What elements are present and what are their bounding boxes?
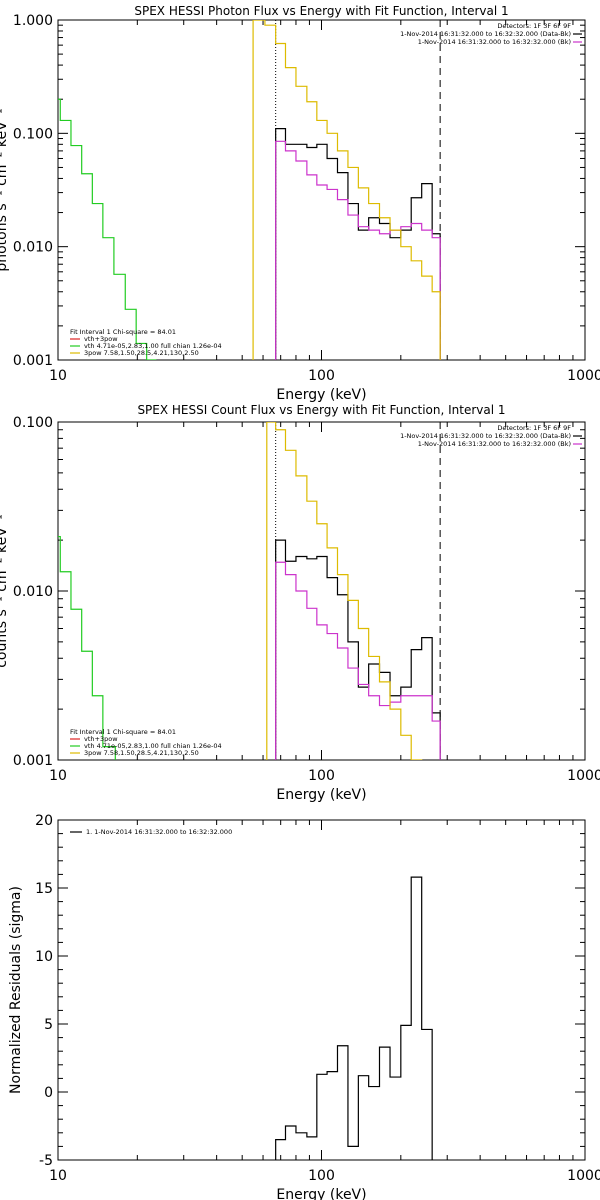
fit-legend-item: 3pow 7.58,1.50,28.5,4.21,130,2.50 xyxy=(84,349,199,357)
y-axis: 0.001 0.010 0.100 1.000 xyxy=(13,13,585,369)
fit-legend-item: vth+3pow xyxy=(84,735,118,743)
fit-legend-header: Fit Interval 1 Chi-square = 84.01 xyxy=(70,328,176,336)
x-axis: 10 100 1000 xyxy=(49,820,600,1184)
y-tick-label: 0.010 xyxy=(13,240,53,256)
chart-title: SPEX HESSI Photon Flux vs Energy with Fi… xyxy=(134,4,508,18)
fit-legend-item: 3pow 7.58,1.50,28.5,4.21,130,2.50 xyxy=(84,749,199,757)
y-axis-label: Normalized Residuals (sigma) xyxy=(8,886,24,1094)
y-tick-label: 20 xyxy=(35,813,53,829)
fit-legend-item: vth 4.71e-05,2.83,1.00 full chian 1.26e-… xyxy=(84,342,222,350)
x-tick-label: 100 xyxy=(308,768,335,784)
y-axis: 0.001 0.010 0.100 xyxy=(13,415,585,769)
y-tick-label: 0.001 xyxy=(13,353,53,369)
y-axis: -5 0 5 10 15 20 xyxy=(35,813,585,1169)
y-tick-label: 0.100 xyxy=(13,415,53,431)
x-axis-label: Energy (keV) xyxy=(276,1187,366,1200)
series-vth xyxy=(58,98,157,360)
fit-legend-item: vth 4.71e-05,2.83,1.00 full chian 1.26e-… xyxy=(84,742,222,750)
bottom-legend: Fit Interval 1 Chi-square = 84.01vth+3po… xyxy=(70,328,222,357)
legend-item-label: 1-Nov-2014 16:31:32.000 to 16:32:32.000 … xyxy=(418,38,571,46)
plot-frame xyxy=(57,19,586,361)
plot-frame xyxy=(57,421,586,761)
chart-panel-3: 10 100 1000 Energy (keV) -5 0 5 10 15 20 Normalize… xyxy=(8,813,600,1200)
top-legend: Detectors: 1F 3F 6F 9F1-Nov-2014 16:31:3… xyxy=(400,424,582,448)
plot-frame xyxy=(57,819,586,1161)
legend-header: Detectors: 1F 3F 6F 9F xyxy=(497,22,571,30)
x-tick-label: 1000 xyxy=(567,368,600,384)
x-tick-label: 10 xyxy=(49,1168,67,1184)
y-tick-label: 5 xyxy=(44,1017,53,1033)
y-axis-label: counts s⁻¹ cm⁻² keV⁻¹ xyxy=(0,514,10,668)
y-tick-label: -5 xyxy=(39,1153,53,1169)
fit-legend-item: vth+3pow xyxy=(84,335,118,343)
legend-item-label: 1-Nov-2014 16:31:32.000 to 16:32:32.000 … xyxy=(400,30,571,38)
x-tick-label: 10 xyxy=(49,368,67,384)
x-tick-label: 1000 xyxy=(567,1168,600,1184)
y-tick-label: 10 xyxy=(35,949,53,965)
x-tick-label: 100 xyxy=(308,368,335,384)
bottom-legend: Fit Interval 1 Chi-square = 84.01vth+3po… xyxy=(70,728,222,757)
series-data-bk xyxy=(275,539,441,760)
y-tick-label: 0 xyxy=(44,1085,53,1101)
y-tick-label: 0.010 xyxy=(13,584,53,600)
y-tick-label: 1.000 xyxy=(13,13,53,29)
series-data-bk xyxy=(275,128,441,360)
x-axis: 10 100 1000 xyxy=(49,422,600,784)
y-tick-label: 0.001 xyxy=(13,753,53,769)
series-vth-3pow xyxy=(266,422,423,760)
series-vth-3pow xyxy=(252,20,441,360)
series-bk xyxy=(275,140,441,360)
top-legend: Detectors: 1F 3F 6F 9F1-Nov-2014 16:31:3… xyxy=(400,22,582,46)
series-group xyxy=(58,422,441,760)
series-bk xyxy=(275,561,441,760)
x-tick-label: 100 xyxy=(308,1168,335,1184)
top-legend: 1. 1-Nov-2014 16:31:32.000 to 16:32:32.0… xyxy=(70,828,232,836)
series-group xyxy=(275,876,433,1160)
series-vth xyxy=(58,535,116,760)
x-axis: 10 100 1000 xyxy=(49,20,600,384)
x-tick-label: 1000 xyxy=(567,768,600,784)
y-tick-label: 15 xyxy=(35,881,53,897)
x-axis-label: Energy (keV) xyxy=(276,387,366,403)
legend-item-label: 1-Nov-2014 16:31:32.000 to 16:32:32.000 … xyxy=(418,440,571,448)
series-1-1-nov-2014-16-31-32-000-to-16-32-32-000 xyxy=(275,876,433,1160)
x-tick-label: 10 xyxy=(49,768,67,784)
legend-item-label: 1. 1-Nov-2014 16:31:32.000 to 16:32:32.0… xyxy=(86,828,232,836)
chart-title: SPEX HESSI Count Flux vs Energy with Fit… xyxy=(137,403,505,417)
fit-legend-header: Fit Interval 1 Chi-square = 84.01 xyxy=(70,728,176,736)
chart-panel-1: SPEX HESSI Photon Flux vs Energy with Fi… xyxy=(0,4,600,403)
legend-header: Detectors: 1F 3F 6F 9F xyxy=(497,424,571,432)
legend-item-label: 1-Nov-2014 16:31:32.000 to 16:32:32.000 … xyxy=(400,432,571,440)
x-axis-label: Energy (keV) xyxy=(276,787,366,803)
chart-panel-2: SPEX HESSI Count Flux vs Energy with Fit… xyxy=(0,403,600,803)
y-tick-label: 0.100 xyxy=(13,126,53,142)
series-group xyxy=(58,20,441,360)
y-axis-label: photons s⁻¹ cm⁻² keV⁻¹ xyxy=(0,108,10,271)
